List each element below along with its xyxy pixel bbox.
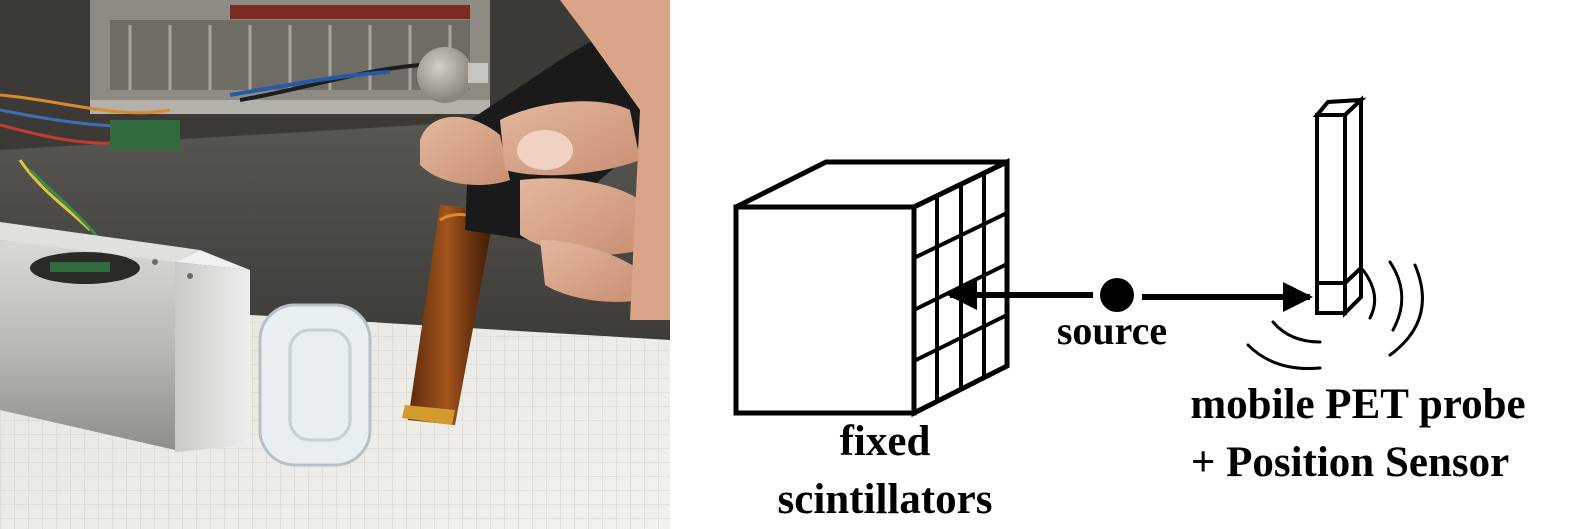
schematic-diagram: source fixed scintillators mobile PET pr…: [670, 0, 1583, 529]
circuit-board: [110, 120, 180, 150]
crate-slots: [110, 5, 470, 90]
signal-waves-icon: [1246, 260, 1424, 371]
scintillator-grid: [913, 173, 1008, 402]
probe-tip: [402, 405, 455, 425]
hand: [420, 0, 670, 320]
scintillator-cube: [733, 158, 1010, 418]
photo-scene: [0, 0, 670, 529]
cube-front-face: [733, 204, 917, 416]
acrylic-holder: [258, 303, 372, 467]
position-sensor-label: + Position Sensor: [1191, 439, 1509, 486]
probe-knob: [417, 47, 473, 103]
fixed-label: fixed: [840, 418, 931, 465]
probe-photo: [0, 0, 670, 529]
probe-label: mobile PET probe: [1190, 381, 1525, 428]
kapton-probe: [408, 205, 495, 425]
scintillators-label: scintillators: [778, 476, 993, 523]
mobile-probe: [1312, 95, 1367, 318]
detector-box: [0, 222, 250, 452]
source-dot: [1100, 278, 1134, 312]
source-label: source: [1057, 308, 1167, 353]
connector: [468, 63, 488, 83]
schematic-svg: source fixed scintillators mobile PET pr…: [733, 95, 1526, 523]
crate-rail: [90, 100, 490, 114]
